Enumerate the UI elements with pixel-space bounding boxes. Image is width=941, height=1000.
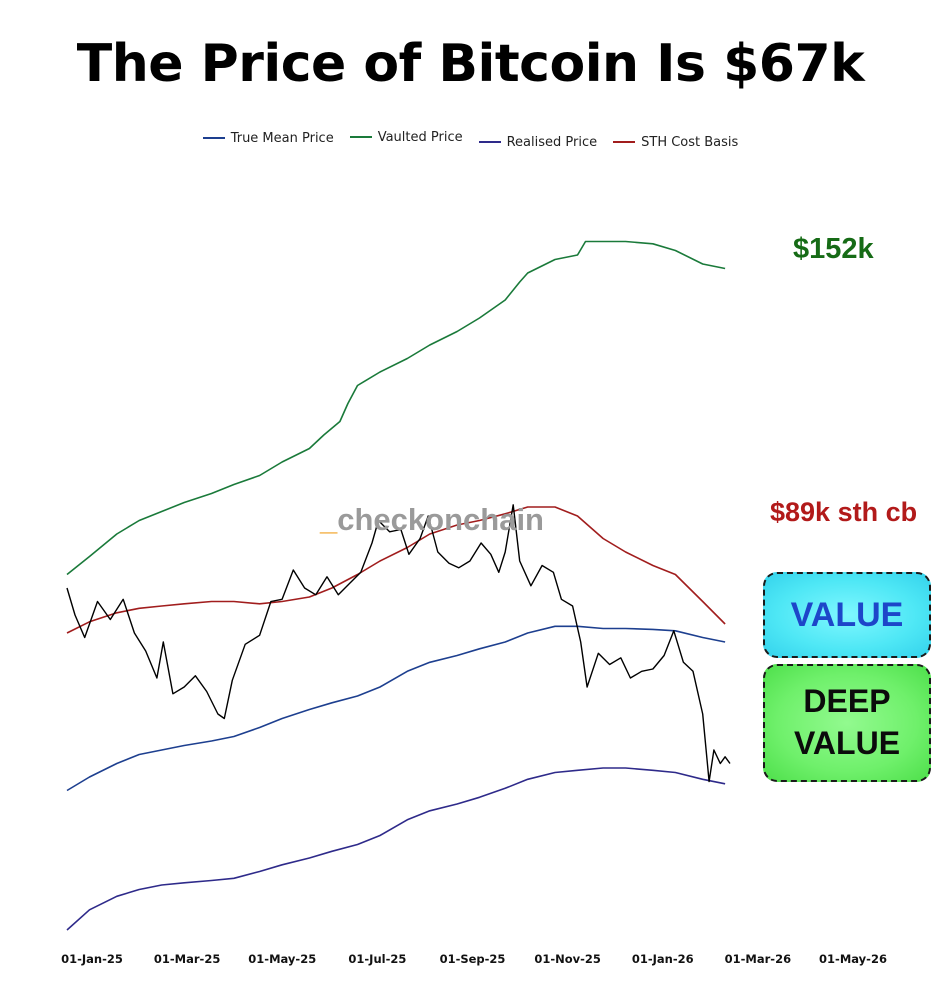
x-tick-label: 01-Jan-26 — [631, 952, 694, 966]
x-tick-label: 01-May-25 — [248, 952, 317, 966]
legend-swatch — [478, 141, 501, 143]
chart-title: The Price of Bitcoin Is $67k — [76, 34, 865, 94]
watermark: _checkonchain — [320, 502, 544, 537]
legend-item-sth-cost-basis: STH Cost Basis — [613, 134, 739, 150]
x-tick-label: 01-Sep-25 — [439, 952, 506, 966]
x-axis: 01-Jan-25 01-Mar-25 01-May-25 01-Jul-25 01-S… — [0, 952, 941, 970]
x-tick-label: 01-Jul-25 — [348, 952, 407, 966]
x-tick-label: 01-Nov-25 — [534, 952, 601, 966]
deep-value-zone-label: DEEP VALUE — [793, 683, 901, 761]
series-line-true-mean-price — [66, 625, 726, 792]
legend-swatch — [349, 136, 372, 138]
legend-item-true-mean-price: True Mean Price — [202, 128, 334, 148]
x-tick-label: 01-Mar-26 — [724, 952, 792, 966]
x-tick-label: 01-Jan-25 — [61, 952, 123, 966]
deep-value-zone-box: DEEP VALUE — [763, 664, 931, 782]
legend-swatch — [202, 137, 225, 139]
series-line-vaulted-price — [66, 240, 726, 576]
legend-label: Realised Price — [506, 134, 598, 150]
series-line-bitcoin-price — [66, 504, 731, 783]
sth-cost-basis-annotation: $89k sth cb — [770, 497, 918, 527]
legend-swatch — [613, 141, 636, 143]
chart-legend: True Mean Price Vaulted Price Realised P… — [0, 126, 941, 150]
x-tick-label: 01-Mar-25 — [153, 952, 221, 966]
value-zone-label: VALUE — [790, 595, 904, 634]
legend-label: Vaulted Price — [377, 129, 463, 145]
series-line-realised-price — [66, 767, 726, 931]
vaulted-price-annotation: $152k — [793, 233, 874, 265]
x-tick-label: 01-May-26 — [819, 952, 887, 966]
value-zone-box: VALUE — [763, 572, 931, 658]
legend-item-vaulted-price: Vaulted Price — [349, 126, 463, 148]
legend-item-realised-price: Realised Price — [478, 134, 598, 150]
series-line-sth-cost-basis — [66, 506, 726, 634]
legend-label: STH Cost Basis — [641, 134, 739, 150]
legend-label: True Mean Price — [230, 130, 334, 146]
